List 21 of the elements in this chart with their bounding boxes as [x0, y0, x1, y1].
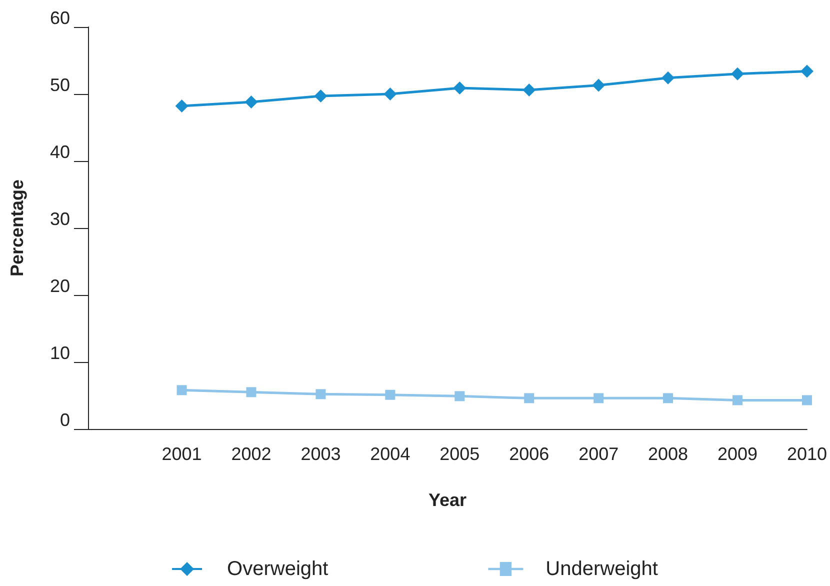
y-tick-label: 40	[50, 142, 70, 162]
x-tick-label: 2004	[370, 444, 410, 464]
x-tick-label: 2007	[578, 444, 619, 464]
y-tick-label: 60	[50, 8, 70, 28]
legend-label: Overweight	[227, 558, 329, 580]
y-tick-label: 0	[60, 410, 70, 430]
x-tick-label: 2002	[231, 444, 272, 464]
x-tick-label: 2008	[648, 444, 688, 464]
x-tick-label: 2005	[440, 444, 480, 464]
x-tick-label: 2001	[162, 444, 202, 464]
y-tick-label: 10	[50, 343, 70, 363]
x-axis-title: Year	[428, 490, 467, 510]
y-tick-label: 30	[50, 209, 70, 229]
y-tick-label: 20	[50, 276, 70, 296]
y-tick-label: 50	[50, 75, 70, 95]
x-tick-label: 2003	[300, 444, 341, 464]
legend-label: Underweight	[546, 558, 658, 580]
x-tick-label: 2009	[717, 444, 758, 464]
x-tick-label: 2010	[786, 444, 827, 464]
y-axis-title: Percentage	[7, 179, 27, 277]
x-tick-label: 2006	[509, 444, 550, 464]
